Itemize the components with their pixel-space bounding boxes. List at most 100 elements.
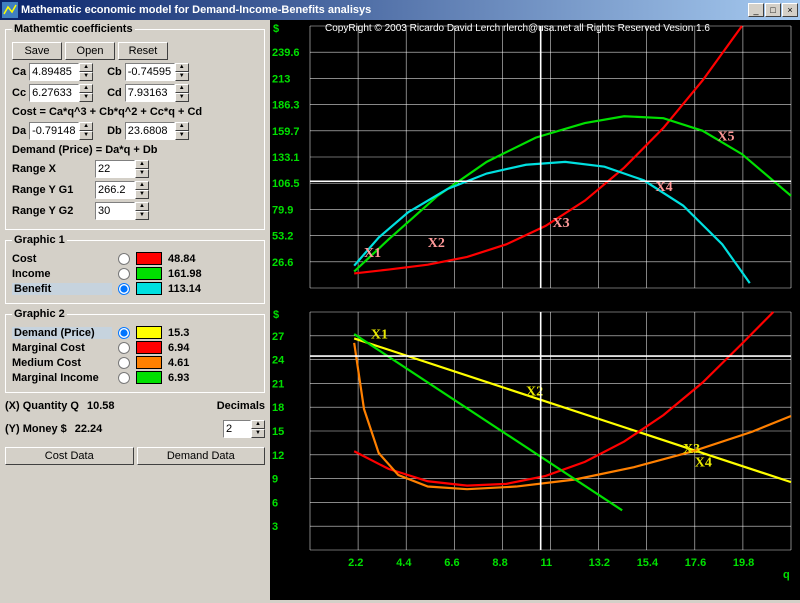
rangeyg2-up[interactable]: ▲ [135,202,149,211]
g1-income-value: 161.98 [168,268,202,280]
rangeyg1-up[interactable]: ▲ [135,181,149,190]
dec-down[interactable]: ▼ [251,429,265,438]
g2-demand-label: Demand (Price) [12,327,112,339]
svg-text:$: $ [273,309,279,321]
cd-up[interactable]: ▲ [175,84,189,93]
svg-text:213: 213 [272,73,290,85]
g2-marginalIncome-label: Marginal Income [12,372,112,384]
db-input[interactable] [125,122,175,140]
rangeyg2-down[interactable]: ▼ [135,211,149,220]
da-up[interactable]: ▲ [79,122,93,131]
svg-text:X4: X4 [695,455,712,470]
close-button[interactable]: × [782,3,798,17]
rangeyg1-label: Range Y G1 [12,184,92,196]
g1-income-radio[interactable] [118,268,130,280]
svg-text:11: 11 [541,557,553,569]
svg-text:26.6: 26.6 [272,257,293,269]
demand-formula: Demand (Price) = Da*q + Db [12,144,258,156]
cc-down[interactable]: ▼ [79,93,93,102]
open-button[interactable]: Open [65,42,115,60]
rangex-input[interactable] [95,160,135,178]
svg-text:X1: X1 [364,246,381,261]
g1-income-label: Income [12,268,112,280]
copyright-text: CopyRight © 2003 Ricardo David Lerch rle… [325,23,797,34]
svg-text:15: 15 [272,426,284,438]
svg-text:6.6: 6.6 [444,557,459,569]
g1-benefit-row: Benefit113.14 [12,282,258,295]
minimize-button[interactable]: _ [748,3,764,17]
svg-text:133.1: 133.1 [272,152,300,164]
da-down[interactable]: ▼ [79,131,93,140]
svg-text:12: 12 [272,450,284,462]
demand-data-button[interactable]: Demand Data [137,447,266,465]
g1-benefit-radio[interactable] [118,283,130,295]
g1-cost-swatch [136,252,162,265]
ca-down[interactable]: ▼ [79,72,93,81]
g2-mediumCost-label: Medium Cost [12,357,112,369]
maximize-button[interactable]: □ [765,3,781,17]
cost-data-button[interactable]: Cost Data [5,447,134,465]
graphic2-group: Graphic 2 Demand (Price)15.3Marginal Cos… [5,308,265,393]
svg-text:24: 24 [272,355,285,367]
quantity-label: (X) Quantity Q [5,400,79,412]
db-up[interactable]: ▲ [175,122,189,131]
db-down[interactable]: ▼ [175,131,189,140]
coefficients-group: Mathemtic coefficients Save Open Reset C… [5,23,265,230]
rangex-down[interactable]: ▼ [135,169,149,178]
cc-up[interactable]: ▲ [79,84,93,93]
g1-cost-radio[interactable] [118,253,130,265]
rangex-label: Range X [12,163,92,175]
g2-mediumCost-radio[interactable] [118,357,130,369]
g1-cost-label: Cost [12,253,112,265]
g1-cost-value: 48.84 [168,253,196,265]
da-input[interactable] [29,122,79,140]
da-label: Da [12,125,26,137]
money-label: (Y) Money $ [5,423,67,435]
rangeyg1-down[interactable]: ▼ [135,190,149,199]
dec-up[interactable]: ▲ [251,420,265,429]
chart-panel: CopyRight © 2003 Ricardo David Lerch rle… [270,20,800,600]
svg-text:13.2: 13.2 [589,557,610,569]
svg-text:15.4: 15.4 [637,557,659,569]
svg-text:q: q [783,569,790,581]
save-button[interactable]: Save [12,42,62,60]
g1-income-swatch [136,267,162,280]
reset-button[interactable]: Reset [118,42,168,60]
svg-text:3: 3 [272,521,278,533]
g1-cost-row: Cost 48.84 [12,252,258,265]
svg-text:186.3: 186.3 [272,100,300,112]
g2-demand-radio[interactable] [118,327,130,339]
g2-marginalCost-radio[interactable] [118,342,130,354]
quantity-value: 10.58 [87,400,115,412]
cb-input[interactable] [125,63,175,81]
ca-up[interactable]: ▲ [79,63,93,72]
g2-marginalCost-value: 6.94 [168,342,189,354]
cc-input[interactable] [29,84,79,102]
rangeyg2-input[interactable] [95,202,135,220]
g2-demand-swatch [136,326,162,339]
svg-text:4.4: 4.4 [396,557,412,569]
ca-input[interactable] [29,63,79,81]
rangex-up[interactable]: ▲ [135,160,149,169]
g2-marginalCost-row: Marginal Cost6.94 [12,341,258,354]
svg-text:$: $ [273,23,279,35]
g1-benefit-swatch [136,282,162,295]
g2-marginalCost-swatch [136,341,162,354]
svg-text:2.2: 2.2 [348,557,363,569]
rangeyg1-input[interactable] [95,181,135,199]
svg-text:21: 21 [272,378,284,390]
chart-canvas[interactable]: $239.6213186.3159.7133.1106.579.953.226.… [270,20,800,600]
g2-marginalIncome-radio[interactable] [118,372,130,384]
decimals-input[interactable] [223,420,251,438]
cd-input[interactable] [125,84,175,102]
svg-text:159.7: 159.7 [272,126,300,138]
svg-text:239.6: 239.6 [272,47,300,59]
coefficients-legend: Mathemtic coefficients [12,23,135,35]
cd-down[interactable]: ▼ [175,93,189,102]
g2-demand-row: Demand (Price)15.3 [12,326,258,339]
titlebar: Mathematic economic model for Demand-Inc… [0,0,800,20]
cb-up[interactable]: ▲ [175,63,189,72]
svg-text:27: 27 [272,331,284,343]
cb-down[interactable]: ▼ [175,72,189,81]
money-value: 22.24 [75,423,103,435]
